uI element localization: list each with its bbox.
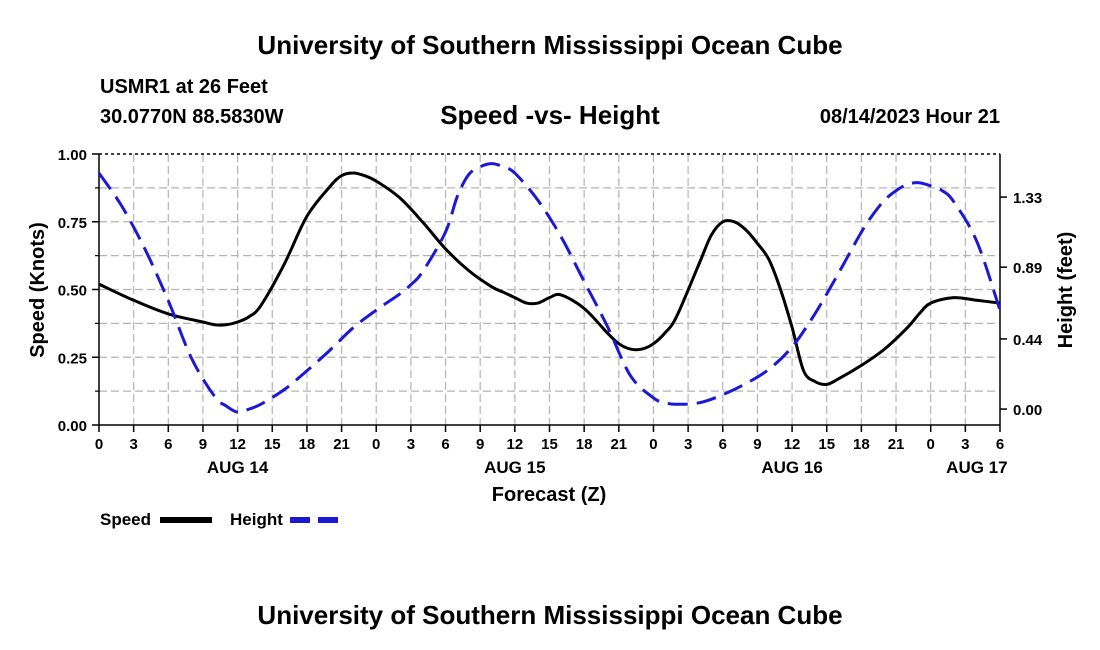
main-title: University of Southern Mississippi Ocean… — [257, 30, 843, 60]
x-tick-label: 18 — [576, 436, 593, 453]
x-tick-label: 0 — [927, 436, 935, 453]
y-tick-label: 1.00 — [58, 147, 87, 164]
x-tick-label: 9 — [753, 436, 761, 453]
x-tick-label: 3 — [129, 436, 137, 453]
x-tick-label: 15 — [264, 436, 281, 453]
legend: Speed Height — [100, 510, 342, 529]
x-tick-label: 6 — [164, 436, 172, 453]
forecast-datetime: 08/14/2023 Hour 21 — [819, 106, 1000, 128]
x-tick-label: 3 — [961, 436, 969, 453]
y2-tick-label: 0.89 — [1013, 260, 1042, 277]
y-axis-label: Speed (Knots) — [27, 222, 49, 358]
y-tick-label: 0.25 — [58, 350, 87, 367]
series-line-speed — [98, 171, 1001, 386]
x-tick-label: 21 — [888, 436, 905, 453]
y2-tick-label: 0.44 — [1013, 332, 1043, 349]
y2-axis-label: Height (feet) — [1055, 232, 1077, 349]
x-date-label: AUG 16 — [761, 458, 822, 477]
x-tick-label: 21 — [610, 436, 627, 453]
x-tick-label: 15 — [541, 436, 558, 453]
x-tick-label: 9 — [199, 436, 207, 453]
x-tick-label: 12 — [784, 436, 801, 453]
x-axis-label: Forecast (Z) — [492, 484, 606, 506]
coordinates-label: 30.0770N 88.5830W — [100, 106, 284, 128]
x-tick-label: 3 — [684, 436, 692, 453]
y-tick-label: 0.75 — [58, 215, 87, 232]
legend-speed-label: Speed — [100, 510, 151, 529]
x-tick-label: 0 — [95, 436, 103, 453]
x-date-label: AUG 14 — [207, 458, 269, 477]
x-tick-label: 12 — [229, 436, 246, 453]
x-tick-label: 21 — [333, 436, 350, 453]
x-tick-label: 18 — [299, 436, 316, 453]
x-tick-label: 18 — [853, 436, 870, 453]
station-label: USMR1 at 26 Feet — [100, 76, 268, 98]
chart-title: Speed -vs- Height — [440, 100, 660, 130]
y-tick-label: 0.50 — [58, 283, 87, 300]
x-tick-label: 6 — [441, 436, 449, 453]
x-tick-label: 9 — [476, 436, 484, 453]
x-tick-label: 3 — [407, 436, 415, 453]
series-line-height — [97, 162, 1002, 414]
x-tick-label: 12 — [507, 436, 524, 453]
y2-tick-label: 1.33 — [1013, 190, 1042, 207]
x-date-label: AUG 15 — [484, 458, 545, 477]
x-date-label: AUG 17 — [946, 458, 1007, 477]
chart-axes: 0 3 6 9 12 15 18 21 0 3 6 9 12 15 18 21 0 3 6 9 12 15 18 21 0 3 6 A… — [58, 147, 1043, 477]
x-tick-label: 0 — [372, 436, 380, 453]
y2-tick-label: 0.00 — [1013, 402, 1042, 419]
x-tick-label: 6 — [996, 436, 1004, 453]
y-tick-label: 0.00 — [58, 418, 87, 435]
x-tick-label: 6 — [719, 436, 727, 453]
legend-height-label: Height — [230, 510, 283, 529]
chart-series — [97, 162, 1002, 414]
gridlines — [99, 154, 1000, 425]
footer-title: University of Southern Mississippi Ocean… — [257, 600, 843, 630]
x-tick-label: 15 — [818, 436, 835, 453]
x-tick-label: 0 — [649, 436, 657, 453]
